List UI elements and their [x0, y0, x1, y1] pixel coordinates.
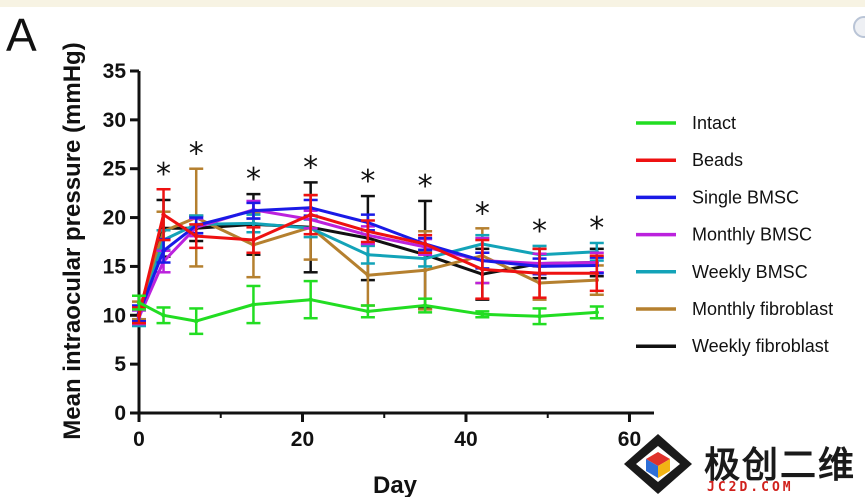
legend-label: Intact: [692, 113, 736, 133]
y-tick-label: 15: [103, 255, 127, 278]
legend-label: Monthly fibroblast: [692, 299, 833, 319]
corner-badge-icon: [853, 16, 865, 38]
y-axis-title: Mean intraocular pressure (mmHg): [59, 42, 86, 439]
data-point: [251, 237, 256, 243]
legend-label: Single BMSC: [692, 187, 799, 207]
significance-star: *: [589, 211, 604, 246]
watermark-site-text: JC2D.COM: [707, 480, 794, 495]
x-tick-label: 20: [291, 428, 314, 451]
y-tick-label: 5: [114, 353, 126, 376]
data-point: [537, 314, 542, 319]
significance-star: *: [246, 162, 261, 197]
data-point: [251, 302, 256, 307]
cube-logo-icon: [624, 434, 692, 494]
x-axis-title: Day: [373, 472, 418, 497]
data-point: [251, 208, 256, 213]
watermark-cn-text: 极创二维: [704, 445, 857, 486]
series-line: [137, 206, 599, 315]
legend-label: Monthly BMSC: [692, 225, 812, 245]
data-point: [194, 318, 199, 324]
significance-star: *: [475, 196, 490, 231]
data-point: [480, 267, 485, 272]
panel-label: A: [6, 9, 37, 61]
data-point: [594, 271, 599, 276]
y-tick-label: 30: [103, 109, 126, 132]
series-beads: [132, 187, 604, 325]
data-point: [365, 309, 371, 314]
data-point: [422, 256, 428, 261]
data-point: [251, 221, 256, 226]
significance-star: *: [156, 157, 171, 192]
data-point: [308, 297, 313, 302]
series-intact: [132, 279, 604, 336]
legend-label: Beads: [692, 150, 743, 170]
watermark: 极创二维 JC2D.COM: [622, 432, 865, 497]
significance-star: *: [303, 150, 318, 185]
significance-star: *: [360, 164, 375, 199]
significance-star: *: [189, 137, 204, 172]
axes: 0 5 10 15 20 25 30 35 0 20 40 60: [103, 60, 654, 451]
y-tick-label: 20: [103, 207, 126, 230]
data-point: [308, 212, 313, 217]
x-tick-label: 0: [133, 428, 145, 451]
significance-star: *: [418, 169, 433, 204]
legend: Intact Beads Single BMSC Monthly BMSC Weekly…: [636, 113, 833, 356]
data-point: [537, 271, 542, 276]
data-point: [422, 303, 428, 308]
data-point: [365, 273, 371, 278]
data-point: [594, 310, 599, 315]
y-tick-label: 35: [103, 60, 127, 83]
data-point: [480, 312, 485, 317]
significance-star: *: [532, 214, 547, 249]
series-layer: [132, 167, 604, 336]
series-line: [137, 221, 599, 320]
x-tick-label: 40: [454, 428, 477, 451]
data-point: [422, 241, 428, 247]
data-point: [422, 268, 428, 273]
data-point: [136, 300, 142, 305]
series-line: [137, 213, 599, 317]
data-point: [136, 313, 142, 318]
data-point: [161, 212, 166, 217]
legend-label: Weekly fibroblast: [692, 336, 829, 356]
top-strip: [0, 0, 865, 7]
data-point: [365, 229, 371, 234]
y-tick-label: 10: [103, 304, 126, 327]
legend-label: Weekly BMSC: [692, 262, 808, 282]
y-tick-label: 25: [103, 158, 127, 181]
data-point: [194, 233, 199, 239]
series-line: [137, 298, 599, 323]
data-point: [161, 248, 166, 253]
data-point: [161, 313, 166, 318]
x-tick-label: 60: [618, 428, 641, 451]
y-tick-label: 0: [114, 402, 126, 425]
significance-stars: * * * * * * * * *: [156, 137, 604, 249]
data-point: [365, 252, 371, 257]
